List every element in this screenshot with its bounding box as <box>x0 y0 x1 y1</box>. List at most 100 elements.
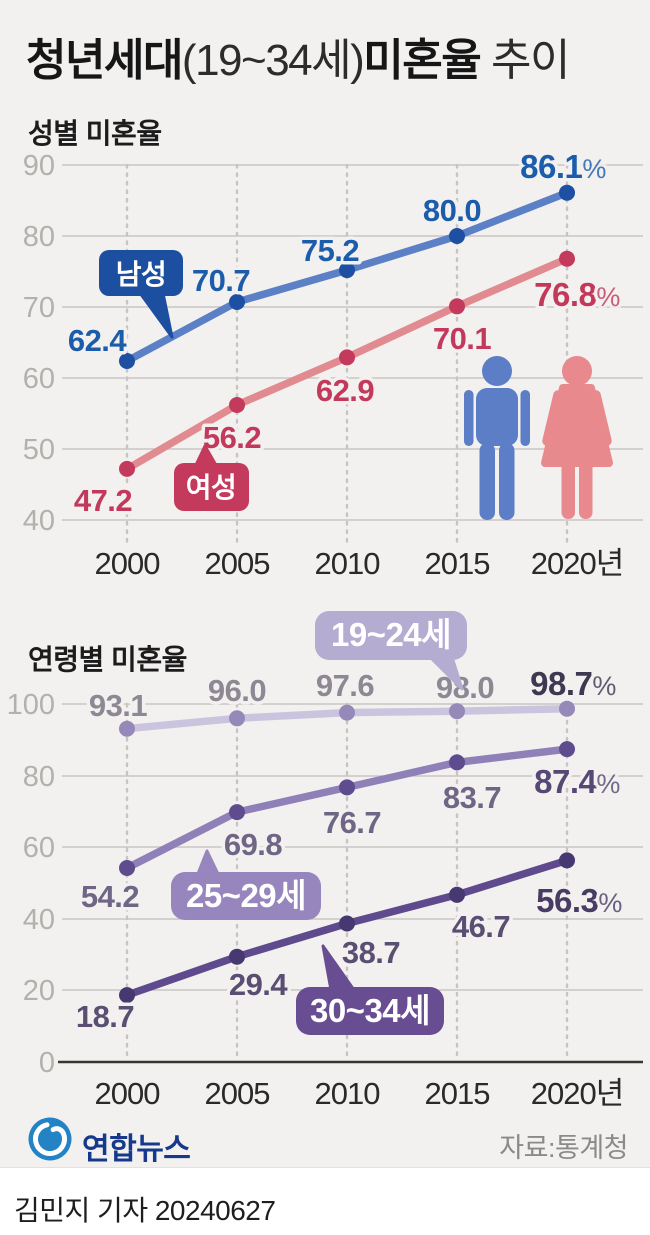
x-tick: 2005 <box>205 1076 270 1111</box>
female-value-labels: 47.2 56.2 62.9 70.1 76.8% <box>70 273 624 522</box>
female-legend-label: 여성 <box>186 472 237 503</box>
data-point-dot <box>339 262 355 279</box>
value-label-final: 98.7% <box>530 665 616 702</box>
y-tick: 20 <box>23 975 55 1007</box>
age-25-29-legend-label: 25~29세 <box>186 877 306 914</box>
age-19-24-legend-bubble: 19~24세 <box>315 611 467 691</box>
data-point-dot <box>449 754 465 771</box>
data-point-dot <box>119 987 135 1004</box>
age-25-29-legend-bubble: 25~29세 <box>171 849 321 920</box>
age-30-34-value-labels: 18.7 29.4 38.7 46.7 56.3% <box>72 879 626 1038</box>
y-tick: 70 <box>23 292 55 324</box>
data-point-dot <box>229 397 245 413</box>
data-point-dot <box>119 720 135 737</box>
data-point-dot <box>119 460 135 477</box>
value-label: 70.7 <box>192 263 250 298</box>
value-label: 75.2 <box>301 233 359 268</box>
male-legend-label: 남성 <box>116 259 167 290</box>
yonhap-logo-icon <box>28 1117 72 1161</box>
y-tick: 60 <box>23 832 55 864</box>
data-point-dot <box>339 779 355 796</box>
age-19-24-series <box>119 700 575 737</box>
title-bold-2: 미혼율 <box>363 36 481 85</box>
y-tick: 80 <box>23 761 55 793</box>
value-label: 83.7 <box>443 780 501 815</box>
data-point-dot <box>559 250 575 267</box>
x-tick: 2005 <box>205 546 270 581</box>
y-tick: 0 <box>39 1047 55 1079</box>
reporter-credit: 김민지 기자 20240627 <box>14 1195 276 1226</box>
age-chart: 100 80 60 40 20 0 93.1 96.0 97.6 98. <box>3 611 643 1111</box>
data-point-dot <box>229 948 245 965</box>
value-label: 47.2 <box>74 483 132 518</box>
value-label: 96.0 <box>208 673 266 708</box>
y-tick: 60 <box>23 363 55 395</box>
x-tick: 2000 <box>95 546 161 581</box>
value-label-final: 87.4% <box>534 763 620 800</box>
value-label: 80.0 <box>423 193 481 228</box>
age-30-34-series <box>119 852 575 1004</box>
value-label: 69.8 <box>224 827 283 862</box>
x-tick: 2020년 <box>531 546 623 581</box>
data-point-dot <box>119 353 135 369</box>
value-label: 29.4 <box>229 967 289 1002</box>
title-light-1: (19~34세) <box>181 36 365 85</box>
data-point-dot <box>339 349 355 366</box>
data-point-dot <box>449 886 465 903</box>
y-tick: 40 <box>23 505 55 537</box>
age-25-29-value-labels: 54.2 69.8 76.7 83.7 87.4% <box>77 760 624 918</box>
male-series <box>119 184 575 369</box>
credit-strip <box>0 1167 650 1235</box>
y-tick: 90 <box>23 150 55 182</box>
data-point-dot <box>229 294 245 310</box>
data-point-dot <box>449 298 465 315</box>
data-point-dot <box>119 860 135 876</box>
value-label: 70.1 <box>433 321 492 356</box>
value-label: 62.9 <box>316 373 375 408</box>
male-legend-bubble: 남성 <box>99 250 183 339</box>
value-label: 93.1 <box>89 688 148 723</box>
data-point-dot <box>559 700 575 717</box>
value-label: 46.7 <box>452 909 510 944</box>
age-30-34-legend-label: 30~34세 <box>310 992 430 1029</box>
value-label: 62.4 <box>68 323 128 358</box>
age-19-24-legend-label: 19~24세 <box>331 616 451 653</box>
data-point-dot <box>559 852 575 869</box>
data-point-dot <box>229 710 245 727</box>
age-30-34-legend-bubble: 30~34세 <box>296 944 444 1035</box>
gender-chart-subtitle: 성별 미혼율 <box>28 118 162 149</box>
data-source: 자료:통계청 <box>499 1133 628 1163</box>
woman-pictogram-icon <box>541 356 613 519</box>
gender-x-axis: 2000 2005 2010 2015 2020년 <box>95 546 625 581</box>
y-tick: 50 <box>23 434 55 466</box>
data-point-dot <box>559 741 575 758</box>
age-y-axis: 100 80 60 40 20 0 <box>3 686 58 1083</box>
age-x-axis: 2000 2005 2010 2015 2020년 <box>95 1076 625 1111</box>
x-tick: 2010 <box>315 1076 381 1111</box>
value-label: 97.6 <box>316 668 375 703</box>
value-label: 18.7 <box>76 999 134 1034</box>
y-tick: 80 <box>23 221 55 253</box>
age-19-24-value-labels: 93.1 96.0 97.6 98.0 98.7% <box>85 662 620 727</box>
male-value-labels: 62.4 70.7 75.2 80.0 86.1% <box>64 145 610 362</box>
data-point-dot <box>229 804 245 821</box>
page-title: 청년세대(19~34세)미혼율 추이 <box>26 24 636 88</box>
title-light-2: 추이 <box>490 36 570 85</box>
data-point-dot <box>339 915 355 932</box>
x-tick: 2010 <box>315 546 381 581</box>
value-label-final: 86.1% <box>520 148 606 185</box>
value-label: 76.7 <box>323 805 381 840</box>
value-label: 56.2 <box>203 420 261 455</box>
x-tick: 2000 <box>95 1076 161 1111</box>
female-series <box>119 250 575 477</box>
female-legend-bubble: 여성 <box>174 444 249 511</box>
value-label: 38.7 <box>342 935 400 970</box>
gender-y-axis: 90 80 70 60 50 40 <box>19 147 58 541</box>
value-label: 54.2 <box>81 879 139 914</box>
data-point-dot <box>339 704 355 721</box>
age-chart-subtitle: 연령별 미혼율 <box>28 644 187 675</box>
x-tick: 2015 <box>425 1076 490 1111</box>
age-25-29-series <box>119 741 575 876</box>
